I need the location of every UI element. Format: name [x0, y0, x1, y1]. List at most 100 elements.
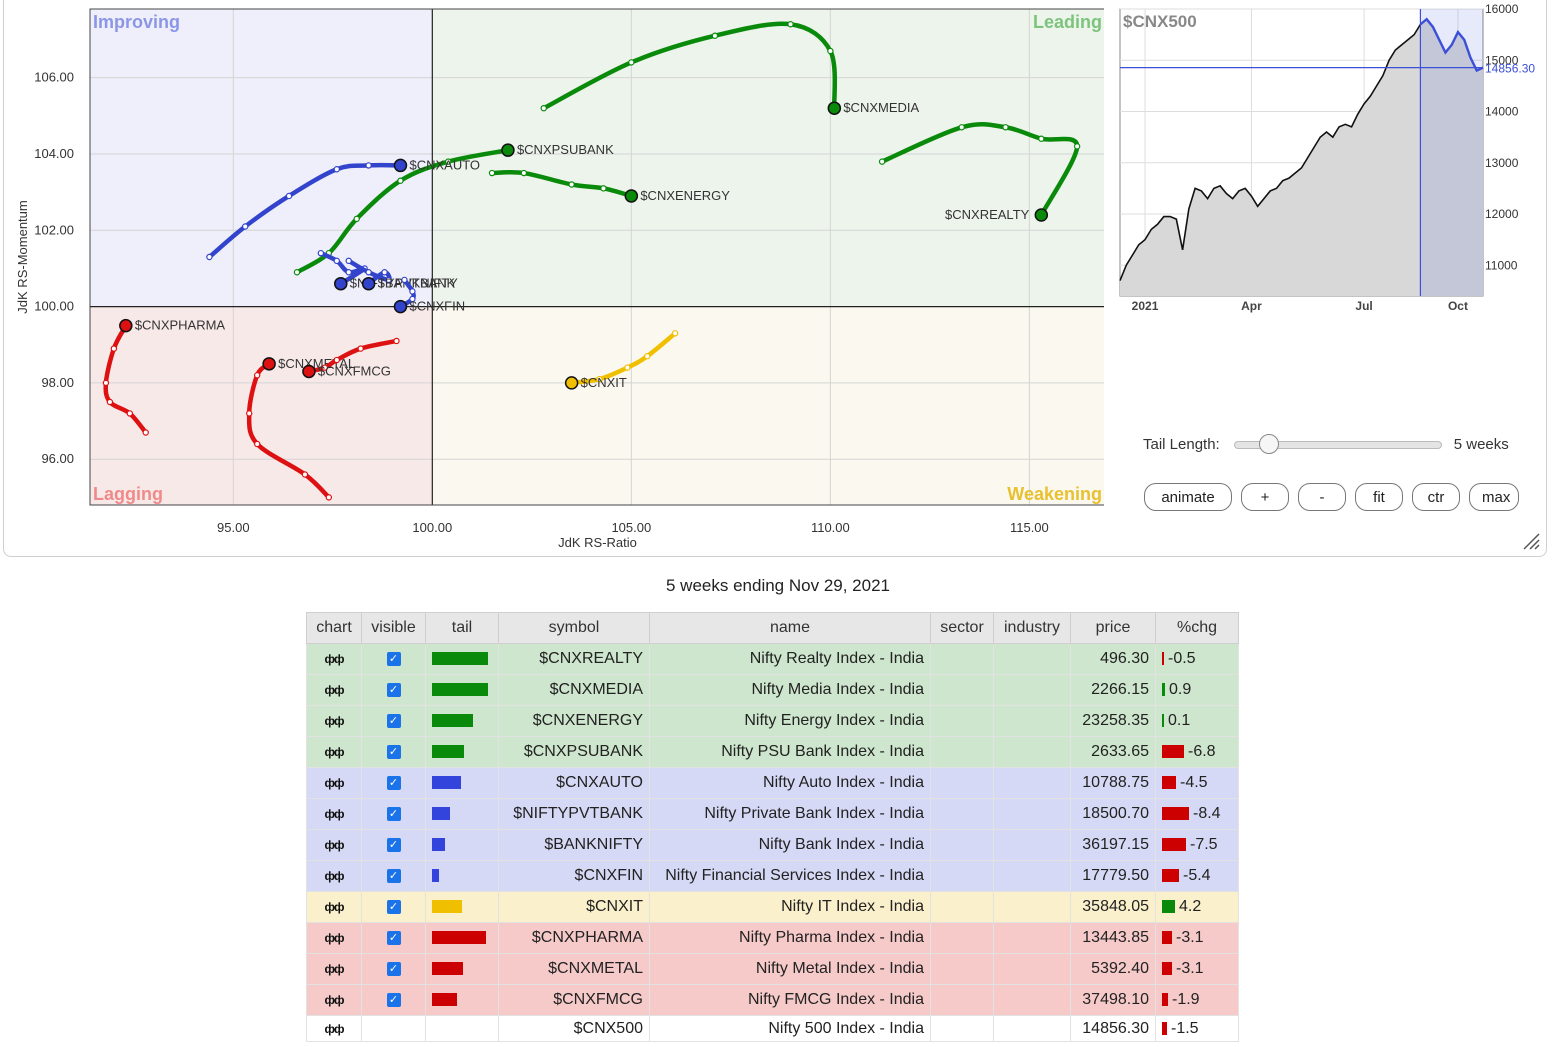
checkbox-checked-icon[interactable]: ✓	[386, 961, 401, 976]
visible-checkbox[interactable]: ✓	[361, 736, 426, 768]
rrg-chart[interactable]: Improving Leading Lagging Weakening 95.00 100…	[4, 0, 1104, 557]
checkbox-checked-icon[interactable]: ✓	[386, 806, 401, 821]
candlestick-icon[interactable]: фф	[324, 652, 345, 666]
table-row[interactable]: фф ✓ $CNXPHARMA Nifty Pharma Index - India 1…	[306, 922, 1239, 954]
table-row[interactable]: фф ✓ $CNXMEDIA Nifty Media Index - India 226…	[306, 674, 1239, 706]
checkbox-checked-icon[interactable]: ✓	[386, 713, 401, 728]
header-chart[interactable]: chart	[306, 612, 362, 644]
table-row[interactable]: фф ✓ $CNXREALTY Nifty Realty Index - India 4…	[306, 643, 1239, 675]
candlestick-icon[interactable]: фф	[324, 993, 345, 1007]
name-text: Nifty Metal Index - India	[755, 960, 924, 977]
candlestick-icon[interactable]: фф	[324, 807, 345, 821]
chart-icon[interactable]: фф	[306, 1015, 362, 1042]
chart-icon[interactable]: фф	[306, 736, 362, 768]
name-text: Nifty FMCG Index - India	[747, 991, 924, 1008]
symbol-text: $CNXIT	[586, 898, 643, 915]
series-head-point	[334, 276, 348, 291]
chart-icon[interactable]: фф	[306, 860, 362, 892]
slider-thumb[interactable]	[1258, 433, 1279, 454]
chart-icon[interactable]: фф	[306, 798, 362, 830]
table-header-row: chart visible tail symbol name sector in…	[306, 612, 1239, 644]
table-row[interactable]: фф ✓ $CNXFMCG Nifty FMCG Index - India 37498…	[306, 984, 1239, 1016]
header-tail[interactable]: tail	[425, 612, 499, 644]
chart-caption: 5 weeks ending Nov 29, 2021	[666, 576, 890, 595]
table-row[interactable]: фф ✓ $CNXMETAL Nifty Metal Index - India 539…	[306, 953, 1239, 985]
header-industry[interactable]: industry	[993, 612, 1071, 644]
table-row[interactable]: фф ✓ $CNXAUTO Nifty Auto Index - India 10788…	[306, 767, 1239, 799]
visible-checkbox[interactable]: ✓	[361, 860, 426, 892]
candlestick-icon[interactable]: фф	[324, 714, 345, 728]
symbols-table: chart visible tail symbol name sector in…	[306, 612, 1239, 1042]
header-symbol[interactable]: symbol	[498, 612, 650, 644]
chart-icon[interactable]: фф	[306, 891, 362, 923]
fit-button[interactable]: fit	[1355, 483, 1403, 511]
resize-grip-icon[interactable]	[1522, 532, 1540, 550]
table-row[interactable]: фф ✓ $CNXENERGY Nifty Energy Index - India 2…	[306, 705, 1239, 737]
tail-length-slider[interactable]	[1233, 433, 1442, 454]
header-visible[interactable]: visible	[361, 612, 426, 644]
table-row[interactable]: фф ✓ $CNXIT Nifty IT Index - India 35848.05 4…	[306, 891, 1239, 923]
chart-icon[interactable]: фф	[306, 674, 362, 706]
change-text: -1.9	[1172, 991, 1200, 1008]
change-text: 4.2	[1179, 898, 1202, 915]
header-sector[interactable]: sector	[930, 612, 994, 644]
visible-checkbox[interactable]: ✓	[361, 767, 426, 799]
table-row[interactable]: фф ✓ $CNXFIN Nifty Financial Services Index…	[306, 860, 1239, 892]
chart-panel: Improving Leading Lagging Weakening 95.00 100…	[3, 0, 1547, 557]
checkbox-checked-icon[interactable]: ✓	[386, 899, 401, 914]
visible-checkbox[interactable]: ✓	[361, 643, 426, 675]
header-chg[interactable]: %chg	[1155, 612, 1239, 644]
zoom-out-button[interactable]: -	[1298, 483, 1346, 511]
price-cell: 496.30	[1070, 643, 1156, 675]
checkbox-checked-icon[interactable]: ✓	[386, 682, 401, 697]
candlestick-icon[interactable]: фф	[324, 900, 345, 914]
checkbox-checked-icon[interactable]: ✓	[386, 992, 401, 1007]
checkbox-checked-icon[interactable]: ✓	[386, 930, 401, 945]
candlestick-icon[interactable]: фф	[324, 962, 345, 976]
chart-icon[interactable]: фф	[306, 922, 362, 954]
candlestick-icon[interactable]: фф	[324, 931, 345, 945]
visible-checkbox[interactable]: ✓	[361, 922, 426, 954]
symbol-cell: $CNX500	[498, 1015, 650, 1042]
visible-checkbox[interactable]: ✓	[361, 798, 426, 830]
chart-icon[interactable]: фф	[306, 643, 362, 675]
candlestick-icon[interactable]: фф	[324, 745, 345, 759]
table-row[interactable]: фф ✓ $CNXPSUBANK Nifty PSU Bank Index - Ind…	[306, 736, 1239, 768]
chart-icon[interactable]: фф	[306, 829, 362, 861]
visible-checkbox[interactable]: ✓	[361, 829, 426, 861]
visible-checkbox[interactable]: ✓	[361, 984, 426, 1016]
header-name[interactable]: name	[649, 612, 931, 644]
chart-icon[interactable]: фф	[306, 705, 362, 737]
candlestick-icon[interactable]: фф	[324, 1021, 345, 1036]
chart-icon[interactable]: фф	[306, 767, 362, 799]
visible-checkbox[interactable]: ✓	[361, 674, 426, 706]
zoom-in-button[interactable]: +	[1241, 483, 1289, 511]
candlestick-icon[interactable]: фф	[324, 776, 345, 790]
table-row[interactable]: фф $CNX500 Nifty 500 Index - India 14856.30…	[306, 1015, 1239, 1042]
candlestick-icon[interactable]: фф	[324, 869, 345, 883]
checkbox-checked-icon[interactable]: ✓	[386, 868, 401, 883]
chart-icon[interactable]: фф	[306, 953, 362, 985]
table-row[interactable]: фф ✓ $NIFTYPVTBANK Nifty Private Bank Index…	[306, 798, 1239, 830]
checkbox-checked-icon[interactable]: ✓	[386, 775, 401, 790]
visible-checkbox[interactable]: ✓	[361, 953, 426, 985]
candlestick-icon[interactable]: фф	[324, 683, 345, 697]
quadrant-label-lagging: Lagging	[93, 484, 163, 504]
center-button[interactable]: ctr	[1412, 483, 1460, 511]
visible-checkbox[interactable]	[361, 1015, 426, 1042]
series-label: $BANKNIFTY	[378, 276, 459, 291]
header-price[interactable]: price	[1070, 612, 1156, 644]
table-row[interactable]: фф ✓ $BANKNIFTY Nifty Bank Index - India 361…	[306, 829, 1239, 861]
checkbox-checked-icon[interactable]: ✓	[386, 651, 401, 666]
checkbox-checked-icon[interactable]: ✓	[386, 744, 401, 759]
max-button[interactable]: max	[1469, 483, 1519, 511]
visible-checkbox[interactable]: ✓	[361, 891, 426, 923]
checkbox-checked-icon[interactable]: ✓	[386, 837, 401, 852]
y-tick-label: 102.00	[34, 222, 74, 237]
chart-icon[interactable]: фф	[306, 984, 362, 1016]
price-chart[interactable]: $CNX500 16000 15000 14000 13000 12000 11000 148…	[1112, 0, 1552, 320]
animate-button[interactable]: animate	[1144, 483, 1232, 511]
candlestick-icon[interactable]: фф	[324, 838, 345, 852]
visible-checkbox[interactable]: ✓	[361, 705, 426, 737]
tail-point	[568, 181, 575, 188]
